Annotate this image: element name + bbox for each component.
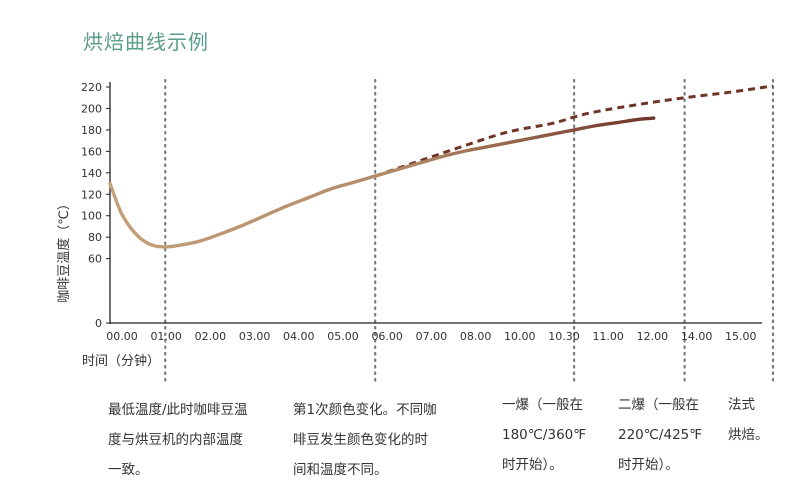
x-axis-label: 时间（分钟） (82, 353, 160, 369)
annotation-line: 时开始）。 (618, 457, 679, 473)
y-axis-label: 咖啡豆温度（℃） (56, 197, 72, 303)
series-line-dashed (374, 84, 774, 178)
x-tick-label: 02.00 (195, 330, 227, 343)
x-tick-label: 08.00 (460, 330, 492, 343)
annotation-line: 180℃/360℉ (502, 427, 587, 443)
annotation-line: 一爆（一般在 (502, 397, 583, 413)
y-tick-label: 60 (88, 253, 102, 266)
annotation-minimum-temp: 最低温度/此时咖啡豆温 度与烘豆机的内部温度 一致。 (108, 395, 248, 485)
chart-title: 烘焙曲线示例 (83, 30, 209, 54)
x-tick-label: 10.00 (504, 330, 536, 343)
annotation-line: 220℃/425℉ (618, 427, 703, 443)
y-tick-label: 0 (95, 317, 102, 330)
annotation-line: 一致。 (108, 462, 149, 478)
x-tick-label: 01.00 (150, 330, 182, 343)
annotation-line: 二爆（一般在 (618, 397, 699, 413)
y-tick-label: 100 (81, 210, 102, 223)
y-tick-label: 200 (81, 102, 102, 115)
x-tick-label: 15.00 (725, 330, 757, 343)
annotation-line: 间和温度不同。 (293, 462, 388, 478)
series-line-solid (108, 116, 656, 249)
annotation-line: 第1次颜色变化。不同咖 (293, 402, 437, 418)
annotation-line: 时开始）。 (502, 457, 563, 473)
y-tick-label: 220 (81, 81, 102, 94)
x-tick-label: 06.00 (371, 330, 403, 343)
annotation-french-roast: 法式 烘焙。 (728, 390, 769, 450)
annotation-line: 啡豆发生颜色变化的时 (293, 432, 428, 448)
x-tick-label: 03.00 (239, 330, 271, 343)
annotation-first-color-change: 第1次颜色变化。不同咖 啡豆发生颜色变化的时 间和温度不同。 (293, 395, 437, 485)
annotation-line: 最低温度/此时咖啡豆温 (108, 402, 248, 418)
annotation-first-crack: 一爆（一般在 180℃/360℉ 时开始）。 (502, 390, 586, 480)
x-tick-label: 12.00 (637, 330, 669, 343)
x-tick-label: 10.30 (548, 330, 580, 343)
y-tick-label: 120 (81, 188, 102, 201)
x-tick-label: 14.00 (681, 330, 713, 343)
x-tick-label: 00.00 (106, 330, 138, 343)
annotation-line: 烘焙。 (728, 427, 769, 443)
x-tick-label: 07.00 (416, 330, 448, 343)
annotation-line: 法式 (728, 397, 755, 413)
y-tick-label: 160 (81, 145, 102, 158)
y-tick-label: 140 (81, 167, 102, 180)
y-tick-label: 80 (88, 231, 102, 244)
x-tick-label: 05.00 (327, 330, 359, 343)
annotation-line: 度与烘豆机的内部温度 (108, 432, 243, 448)
x-tick-label: 11.00 (592, 330, 624, 343)
x-tick-label: 04.00 (283, 330, 315, 343)
annotation-second-crack: 二爆（一般在 220℃/425℉ 时开始）。 (618, 390, 702, 480)
y-tick-label: 180 (81, 124, 102, 137)
